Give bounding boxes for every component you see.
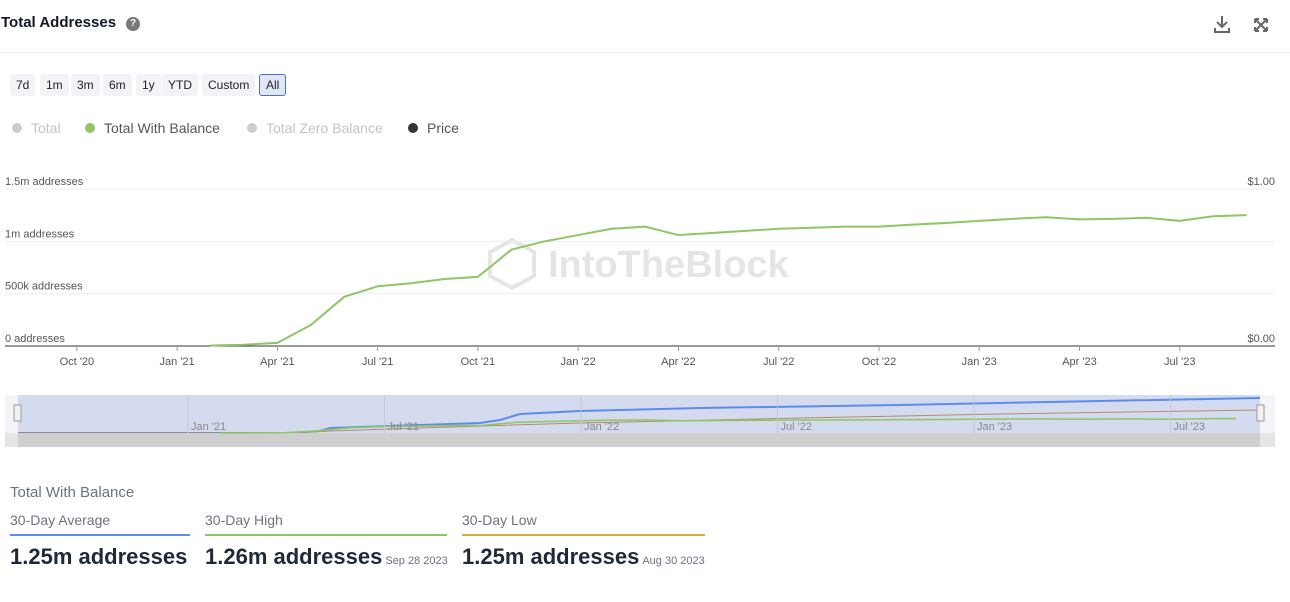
stat-value: 1.25m addresses	[10, 544, 190, 570]
x-tick-label: Jul '22	[763, 356, 794, 368]
x-tick-label: Apr '23	[1062, 356, 1097, 368]
stat-value-text: 1.25m addresses	[462, 544, 640, 569]
stat-value: 1.26m addresses Sep 28 2023	[205, 544, 448, 570]
watermark: IntoTheBlock	[488, 237, 790, 291]
legend-label: Price	[427, 120, 459, 136]
help-icon[interactable]: ?	[126, 17, 140, 31]
navigator-label: Jul '22	[781, 421, 812, 433]
divider	[0, 52, 1290, 53]
x-tick-label: Apr '21	[260, 356, 295, 368]
range-button[interactable]: 3m	[71, 74, 100, 96]
range-button[interactable]: YTD	[162, 74, 198, 96]
range-button[interactable]: 6m	[103, 74, 132, 96]
legend-swatch	[12, 123, 22, 133]
stat-label: 30-Day High	[205, 512, 283, 528]
legend-swatch	[247, 123, 257, 133]
stat-underline	[462, 534, 705, 536]
scrollbar-thumb[interactable]	[18, 433, 1260, 447]
legend-label: Total With Balance	[104, 120, 220, 136]
navigator-handle[interactable]	[1256, 404, 1265, 422]
legend-item[interactable]: Total	[12, 120, 61, 136]
series-line	[210, 214, 1247, 347]
range-button[interactable]: 7d	[10, 74, 36, 96]
y-tick-label: 1m addresses	[5, 228, 75, 240]
stat-card: 30-Day Average 1.25m addresses	[10, 512, 190, 570]
navigator-line	[220, 417, 1237, 434]
navigator-scrollbar[interactable]	[5, 433, 1275, 447]
legend-label: Total Zero Balance	[266, 120, 383, 136]
y2-tick-label: $0.00	[1247, 333, 1275, 345]
range-button[interactable]: 1y	[136, 74, 161, 96]
navigator-selection	[18, 395, 1260, 433]
range-button[interactable]: Custom	[202, 74, 256, 96]
watermark-text: IntoTheBlock	[548, 244, 790, 286]
legend-item[interactable]: Price	[408, 120, 459, 136]
x-tick-label: Oct '20	[60, 356, 95, 368]
stat-value-text: 1.26m addresses	[205, 544, 383, 569]
navigator-label: Jul '21	[388, 421, 419, 433]
stats-title: Total With Balance	[10, 484, 135, 501]
legend-swatch	[85, 123, 95, 133]
legend-label: Total	[31, 120, 61, 136]
legend-item[interactable]: Total Zero Balance	[247, 120, 383, 136]
y-tick-label: 0 addresses	[5, 333, 65, 345]
x-tick-label: Jan '21	[160, 356, 195, 368]
stat-underline	[10, 534, 190, 536]
navigator-label: Jan '21	[191, 421, 226, 433]
stat-date: Sep 28 2023	[385, 555, 448, 567]
y-tick-label: 1.5m addresses	[5, 176, 84, 188]
x-tick-label: Jan '22	[561, 356, 596, 368]
navigator-line	[18, 409, 1261, 434]
widget-title: Total Addresses	[1, 14, 117, 31]
fullscreen-icon[interactable]	[1254, 18, 1268, 32]
x-tick-label: Jan '23	[962, 356, 997, 368]
navigator-label: Jan '22	[584, 421, 619, 433]
navigator-line	[18, 397, 1261, 434]
y2-tick-label: $1.00	[1247, 176, 1275, 188]
stat-date: Aug 30 2023	[642, 555, 705, 567]
range-button[interactable]: 1m	[40, 74, 69, 96]
x-tick-label: Jul '21	[362, 356, 393, 368]
stat-value-text: 1.25m addresses	[10, 544, 188, 569]
stat-underline	[205, 534, 447, 536]
navigator-label: Jan '23	[977, 421, 1012, 433]
stat-label: 30-Day Average	[10, 512, 111, 528]
navigator-handle[interactable]	[13, 404, 22, 422]
legend-swatch	[408, 123, 418, 133]
download-icon[interactable]	[1214, 16, 1230, 33]
x-tick-label: Apr '22	[661, 356, 696, 368]
x-tick-label: Jul '23	[1164, 356, 1195, 368]
stat-label: 30-Day Low	[462, 512, 537, 528]
y-tick-label: 500k addresses	[5, 281, 83, 293]
navigator: Jan '21 Jul '21 Jan '22 Jul '22 Jan '23 Jul '…	[5, 395, 1275, 447]
stat-card: 30-Day Low 1.25m addresses Aug 30 2023	[462, 512, 705, 570]
navigator-bg	[5, 395, 1275, 433]
stat-card: 30-Day High 1.26m addresses Sep 28 2023	[205, 512, 448, 570]
range-button[interactable]: All	[259, 74, 287, 96]
stat-value: 1.25m addresses Aug 30 2023	[462, 544, 705, 570]
navigator-label: Jul '23	[1174, 421, 1205, 433]
legend-item[interactable]: Total With Balance	[85, 120, 220, 136]
x-tick-label: Oct '21	[461, 356, 496, 368]
x-tick-label: Oct '22	[862, 356, 897, 368]
